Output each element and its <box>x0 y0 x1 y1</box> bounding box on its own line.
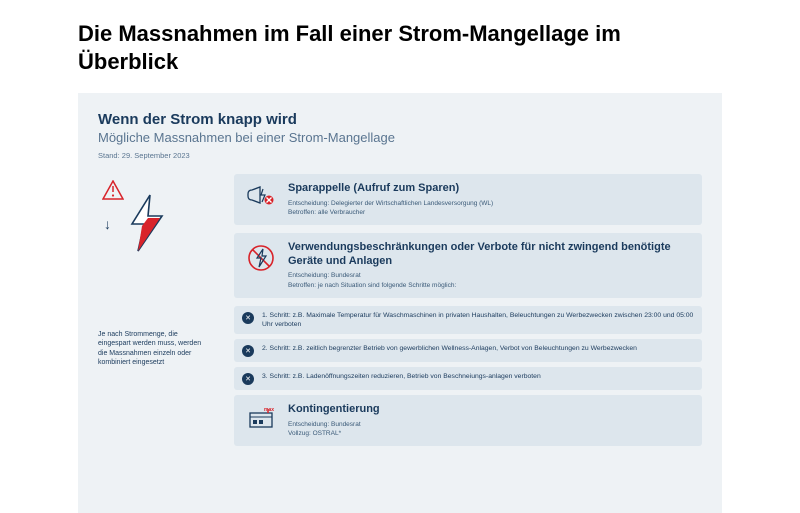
measure-title: Verwendungsbeschränkungen oder Verbote f… <box>288 241 692 269</box>
left-caption: Je nach Strommenge, die eingespart werde… <box>98 330 218 368</box>
check-icon: ✕ <box>242 373 254 385</box>
max-label: max <box>264 407 274 413</box>
measure-title: Sparappelle (Aufruf zum Sparen) <box>288 182 692 196</box>
info-title: Wenn der Strom knapp wird <box>98 111 702 128</box>
info-subtitle: Mögliche Massnahmen bei einer Strom-Mang… <box>98 130 702 145</box>
measure-meta: Entscheidung: Bundesrat Vollzug: OSTRAL* <box>288 420 692 438</box>
measure-decision: Entscheidung: Bundesrat <box>288 271 692 280</box>
info-panel: Wenn der Strom knapp wird Mögliche Massn… <box>78 93 722 513</box>
measure-affected: Betroffen: alle Verbraucher <box>288 208 692 217</box>
megaphone-bolt-icon <box>244 182 278 217</box>
down-arrow-icon: ↓ <box>104 216 111 232</box>
measure-card: max Kontingentierung Entscheidung: Bunde… <box>234 395 702 446</box>
sub-steps: ✕ 1. Schritt: z.B. Maximale Temperatur f… <box>234 306 702 390</box>
left-column: ↓ Je nach Strommenge, die eingespart wer… <box>98 174 218 454</box>
measure-decision: Entscheidung: Delegierter der Wirtschaft… <box>288 199 692 208</box>
measure-card: Sparappelle (Aufruf zum Sparen) Entschei… <box>234 174 702 225</box>
prohibit-bolt-icon <box>244 241 278 290</box>
measure-title: Kontingentierung <box>288 403 692 417</box>
measure-affected: Betroffen: je nach Situation sind folgen… <box>288 281 692 290</box>
check-icon: ✕ <box>242 312 254 324</box>
sub-step-text: 2. Schritt: z.B. zeitlich begrenzter Bet… <box>262 344 637 353</box>
measure-card: Verwendungsbeschränkungen oder Verbote f… <box>234 233 702 298</box>
sub-step: ✕ 1. Schritt: z.B. Maximale Temperatur f… <box>234 306 702 334</box>
lightning-bolt-icon <box>126 194 168 252</box>
sub-step-text: 3. Schritt: z.B. Ladenöffnungszeiten red… <box>262 372 541 381</box>
check-icon: ✕ <box>242 345 254 357</box>
measure-meta: Entscheidung: Bundesrat Betroffen: je na… <box>288 271 692 289</box>
info-date: Stand: 29. September 2023 <box>98 151 702 160</box>
measure-decision: Entscheidung: Bundesrat <box>288 420 692 429</box>
measures-column: Sparappelle (Aufruf zum Sparen) Entschei… <box>234 174 702 454</box>
warning-graphic: ↓ <box>98 180 218 260</box>
sub-step-text: 1. Schritt: z.B. Maximale Temperatur für… <box>262 311 694 329</box>
sub-step: ✕ 3. Schritt: z.B. Ladenöffnungszeiten r… <box>234 367 702 390</box>
measure-execution: Vollzug: OSTRAL* <box>288 429 692 438</box>
sub-step: ✕ 2. Schritt: z.B. zeitlich begrenzter B… <box>234 339 702 362</box>
page-title: Die Massnahmen im Fall einer Strom-Mange… <box>78 20 722 75</box>
meter-icon: max <box>244 403 278 438</box>
measure-meta: Entscheidung: Delegierter der Wirtschaft… <box>288 199 692 217</box>
warning-triangle-icon <box>102 180 124 200</box>
